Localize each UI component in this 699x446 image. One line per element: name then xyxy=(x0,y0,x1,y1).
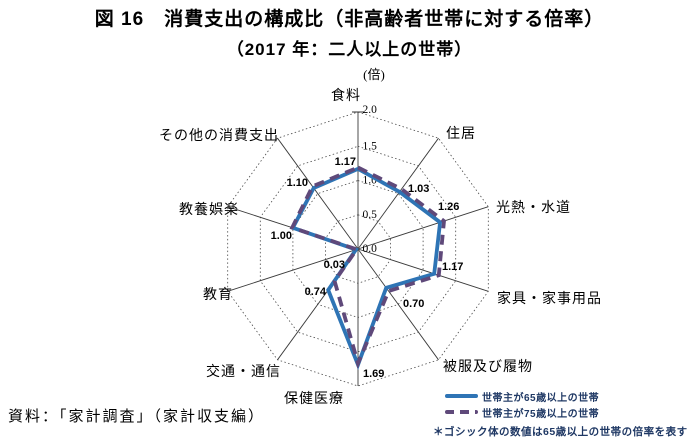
legend-item-75plus: 世帯主が75歳以上の世帯 xyxy=(445,404,599,420)
axis-label-1: 住居 xyxy=(446,126,476,142)
legend-item-65plus: 世帯主が65歳以上の世帯 xyxy=(445,388,599,404)
value-label-3: 1.17 xyxy=(442,261,463,273)
series-65plus xyxy=(290,166,443,371)
figure-title-line2: （2017 年：二人以上の世帯） xyxy=(226,39,473,59)
value-label-2: 1.26 xyxy=(438,201,459,213)
axis-label-0: 食料 xyxy=(331,87,361,104)
value-label-4: 0.70 xyxy=(403,298,424,310)
svg-text:1.5: 1.5 xyxy=(363,140,378,152)
svg-text:0.5: 0.5 xyxy=(363,209,378,221)
radar-value-labels: 1.17 1.03 1.26 1.17 0.70 1.69 0.74 0.03 1.00 1.10 xyxy=(271,156,464,380)
legend-label-75plus: 世帯主が75歳以上の世帯 xyxy=(482,408,600,420)
value-label-5: 1.69 xyxy=(363,368,384,380)
unit-label: (倍) xyxy=(363,67,385,82)
value-label-9: 1.10 xyxy=(287,177,308,189)
source-note: 資料：「家計調査」（家計収支編） xyxy=(8,409,266,425)
series-75plus xyxy=(289,165,446,370)
legend-line-dashed-swatch xyxy=(445,410,478,414)
axis-label-7: 教育 xyxy=(203,287,233,303)
value-label-6: 0.74 xyxy=(305,286,327,298)
legend-line-solid-swatch xyxy=(445,394,478,398)
value-label-7: 0.03 xyxy=(324,259,345,271)
axis-label-3: 家具・家事用品 xyxy=(497,290,602,307)
axis-label-9: その他の消費支出 xyxy=(159,128,279,144)
axis-label-6: 交通・通信 xyxy=(206,363,281,380)
radar-tick-labels: 0.00.51.01.52.0(倍) xyxy=(363,67,385,255)
axis-label-2: 光熱・水道 xyxy=(496,200,571,216)
axis-label-5: 保健医療 xyxy=(284,390,344,407)
gothic-values-note: ＊ゴシック体の数値は65歳以上の世帯の倍率を表す xyxy=(433,426,688,438)
svg-text:0.0: 0.0 xyxy=(363,243,378,255)
axis-label-8: 教養娯楽 xyxy=(179,201,239,218)
figure-title: 図 16 消費支出の構成比（非高齢者世帯に対する倍率） （2017 年：二人以上… xyxy=(0,9,699,60)
svg-text:2.0: 2.0 xyxy=(363,104,378,116)
value-label-8: 1.00 xyxy=(271,230,292,242)
figure-title-line1: 図 16 消費支出の構成比（非高齢者世帯に対する倍率） xyxy=(94,9,605,30)
legend-label-65plus: 世帯主が65歳以上の世帯 xyxy=(482,392,600,404)
value-label-0: 1.17 xyxy=(335,156,356,168)
value-label-1: 1.03 xyxy=(408,183,429,195)
chart-legend: 世帯主が65歳以上の世帯 世帯主が75歳以上の世帯 xyxy=(445,388,599,420)
axis-label-4: 被服及び履物 xyxy=(443,359,533,375)
